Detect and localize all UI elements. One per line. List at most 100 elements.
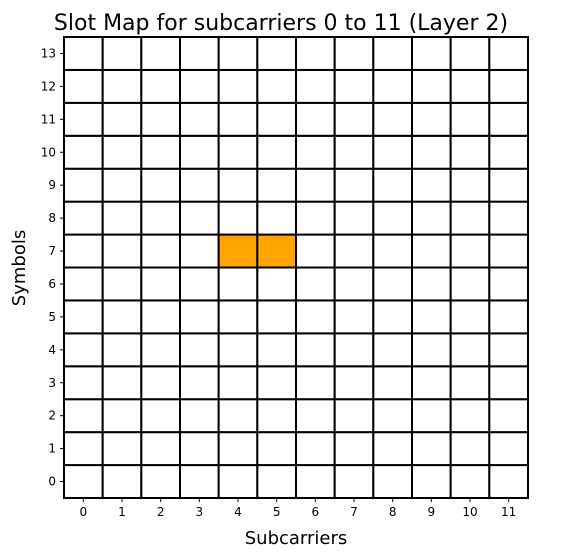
slot-cell — [256, 464, 298, 500]
x-tick-label: 7 — [350, 505, 358, 519]
slot-cell — [140, 431, 181, 467]
slot-cell — [488, 36, 530, 71]
slot-cell — [295, 431, 336, 467]
slot-cell — [179, 233, 220, 269]
slot-cell — [179, 431, 220, 467]
slot-cell — [488, 332, 530, 368]
slot-cell — [488, 200, 530, 236]
x-tick-label: 9 — [428, 505, 436, 519]
slot-cell — [333, 332, 375, 368]
slot-cell — [140, 266, 181, 302]
slot-cell — [449, 68, 491, 104]
slot-cell — [488, 365, 530, 401]
x-tick-label: 1 — [118, 505, 126, 519]
y-tick-label: 5 — [48, 310, 56, 324]
slot-cell — [295, 68, 336, 104]
slot-cell — [372, 36, 414, 71]
slot-cell — [256, 398, 298, 434]
slot-cell — [488, 431, 530, 467]
y-tick-label: 6 — [48, 277, 56, 291]
slot-cell — [449, 266, 491, 302]
slot-cell — [101, 332, 143, 368]
slot-cell — [256, 200, 298, 236]
slot-cell — [217, 431, 259, 467]
slot-cell — [101, 464, 143, 500]
slot-cell — [140, 134, 181, 170]
slot-cell — [333, 365, 375, 401]
slot-cell — [101, 68, 143, 104]
y-tick-label: 10 — [41, 145, 56, 159]
slot-cell — [63, 200, 104, 236]
slot-cell — [179, 134, 220, 170]
slot-cell — [140, 365, 181, 401]
slot-cell — [449, 464, 491, 500]
slot-cell — [217, 167, 259, 203]
slot-cell — [449, 36, 491, 71]
slot-cell — [179, 68, 220, 104]
slot-cell — [101, 134, 143, 170]
slot-cell — [333, 299, 375, 335]
slot-cell — [372, 134, 414, 170]
slot-cell — [217, 200, 259, 236]
slot-cell — [295, 36, 336, 71]
x-tick-label: 0 — [80, 505, 88, 519]
slot-cell — [295, 464, 336, 500]
x-tick-label: 3 — [196, 505, 204, 519]
slot-cell — [256, 431, 298, 467]
slot-cell — [333, 167, 375, 203]
slot-cell — [372, 299, 414, 335]
slot-cell — [101, 299, 143, 335]
y-tick-label: 8 — [48, 211, 56, 225]
slot-cell — [256, 101, 298, 137]
slot-cell — [488, 134, 530, 170]
slot-cell — [179, 398, 220, 434]
y-tick-label: 1 — [48, 442, 56, 456]
slot-cell — [63, 365, 104, 401]
slot-cell — [449, 200, 491, 236]
slot-cell — [179, 200, 220, 236]
slot-cell — [179, 101, 220, 137]
slot-cell — [63, 233, 104, 269]
slot-cell — [333, 134, 375, 170]
slot-cell — [101, 200, 143, 236]
slot-cell — [295, 365, 336, 401]
slot-cell — [449, 101, 491, 137]
slot-cell — [411, 233, 452, 269]
slot-cell — [295, 266, 336, 302]
y-tick-label: 13 — [41, 46, 56, 60]
slot-cell — [411, 101, 452, 137]
slot-cell — [101, 233, 143, 269]
slot-cell — [256, 167, 298, 203]
slot-cell — [295, 398, 336, 434]
slot-cell — [411, 68, 452, 104]
slot-cell — [372, 365, 414, 401]
slot-cell — [488, 464, 530, 500]
slot-cell — [256, 365, 298, 401]
slot-cell — [217, 68, 259, 104]
slot-cell — [217, 101, 259, 137]
y-tick-label: 9 — [48, 178, 56, 192]
slot-cell — [333, 36, 375, 71]
chart-title: Slot Map for subcarriers 0 to 11 (Layer … — [54, 11, 508, 36]
slot-cell — [256, 134, 298, 170]
x-tick-label: 11 — [501, 505, 516, 519]
allocated-cell — [256, 233, 298, 269]
slot-cell — [179, 365, 220, 401]
slot-cell — [333, 101, 375, 137]
slot-cell — [63, 398, 104, 434]
slot-cell — [488, 299, 530, 335]
slot-cell — [140, 200, 181, 236]
slot-cell — [488, 398, 530, 434]
slot-cell — [63, 101, 104, 137]
slot-cell — [140, 68, 181, 104]
slot-cell — [63, 266, 104, 302]
slot-cell — [217, 299, 259, 335]
slot-cell — [63, 134, 104, 170]
slot-cell — [411, 167, 452, 203]
slot-cell — [372, 266, 414, 302]
y-tick-label: 7 — [48, 244, 56, 258]
slot-cell — [372, 167, 414, 203]
slot-cell — [372, 464, 414, 500]
